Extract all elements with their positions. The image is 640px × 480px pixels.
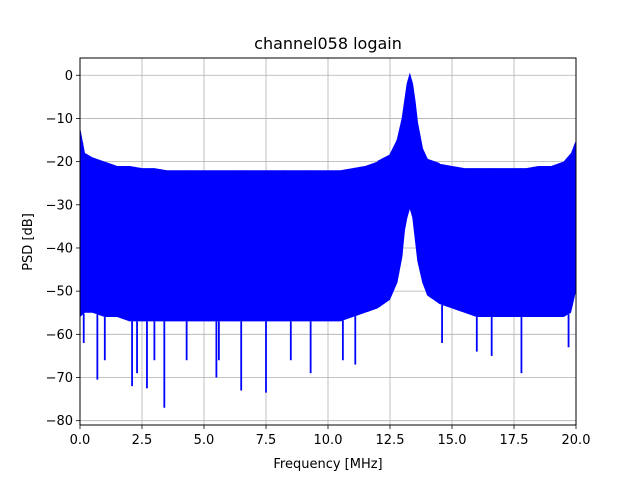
x-tick-label: 2.5 <box>132 433 153 448</box>
y-axis-label: PSD [dB] <box>21 213 36 271</box>
y-tick-label: −20 <box>46 155 73 170</box>
x-tick-label: 20.0 <box>562 433 591 448</box>
x-axis: 0.0 2.5 5.0 7.5 10.0 12.5 15.0 17.5 20.0 <box>70 425 591 448</box>
psd-trace <box>79 75 577 322</box>
y-tick-label: −40 <box>46 241 73 256</box>
x-tick-label: 7.5 <box>256 433 277 448</box>
y-tick-label: 0 <box>65 69 73 84</box>
chart-title: channel058 logain <box>254 34 402 53</box>
x-tick-label: 15.0 <box>438 433 467 448</box>
psd-peak <box>377 72 440 165</box>
x-axis-label: Frequency [MHz] <box>273 457 382 472</box>
x-tick-label: 12.5 <box>376 433 405 448</box>
data-series <box>79 72 577 408</box>
x-tick-label: 10.0 <box>314 433 343 448</box>
y-tick-label: −70 <box>46 371 73 386</box>
x-tick-label: 5.0 <box>194 433 215 448</box>
y-tick-label: −10 <box>46 112 73 127</box>
y-tick-label: −50 <box>46 285 73 300</box>
x-tick-label: 17.5 <box>500 433 529 448</box>
y-tick-label: −30 <box>46 198 73 213</box>
y-tick-label: −60 <box>46 328 73 343</box>
y-axis: 0 −10 −20 −30 −40 −50 −60 −70 −80 <box>46 69 80 429</box>
y-tick-label: −80 <box>46 414 73 429</box>
x-tick-label: 0.0 <box>70 433 91 448</box>
